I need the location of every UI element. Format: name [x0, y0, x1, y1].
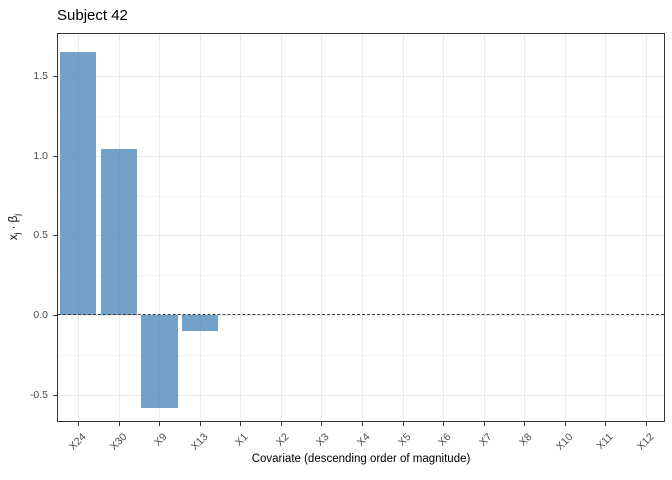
y-tick-label: -0.5 [29, 389, 48, 402]
bar-X9 [141, 315, 178, 408]
chart-area: -0.5 0.0 0.5 1.0 1.5 X24 X30 X9 X13 X1 X2 X3 X4 X5 X6 X… [30, 33, 665, 453]
y-title-text: · [7, 222, 20, 233]
x-tick-mark [199, 422, 201, 426]
gridline-major [58, 315, 664, 317]
bar-X30 [100, 149, 138, 316]
gridline-category [443, 34, 445, 421]
gridline-category [564, 34, 566, 421]
gridline-minor [58, 35, 664, 37]
gridline-category [524, 34, 526, 421]
y-title-text: β [7, 215, 20, 223]
y-tick-mark [53, 155, 57, 157]
x-tick-mark [280, 422, 282, 426]
gridline-major [58, 75, 664, 77]
gridline-category [605, 34, 607, 421]
gridline-major [58, 155, 664, 157]
gridline-category [159, 34, 161, 421]
x-tick-mark [118, 422, 120, 426]
y-title-subscript: j [13, 232, 23, 235]
y-title-subscript: j [13, 213, 23, 216]
y-tick-label: 1.0 [33, 149, 48, 162]
gridline-category [240, 34, 242, 421]
y-tick-label: 0.0 [33, 309, 48, 322]
gridline-category [483, 34, 485, 421]
y-tick-mark [53, 395, 57, 397]
gridline-category [321, 34, 323, 421]
gridline-minor [58, 195, 664, 197]
x-tick-mark [645, 422, 647, 426]
gridline-minor [58, 355, 664, 357]
x-tick-mark [402, 422, 404, 426]
gridline-minor [58, 275, 664, 277]
y-tick-mark [53, 235, 57, 237]
x-tick-mark [483, 422, 485, 426]
gridline-category [362, 34, 363, 421]
plot-title: Subject 42 [57, 7, 128, 24]
x-tick-mark [159, 422, 161, 426]
y-tick-mark [53, 315, 57, 317]
bar-X24 [60, 51, 97, 316]
x-tick-mark [321, 422, 323, 426]
x-axis-title: Covariate (descending order of magnitude… [251, 453, 471, 465]
plot-panel: -0.5 0.0 0.5 1.0 1.5 X24 X30 X9 X13 X1 X2 X3 X4 X5 X6 X… [30, 33, 665, 453]
x-tick-mark [443, 422, 445, 426]
gridline-category [402, 34, 404, 421]
x-tick-mark [240, 422, 242, 426]
y-tick-label: 0.5 [33, 229, 48, 242]
gridline-major [58, 395, 664, 397]
x-tick-mark [78, 422, 80, 426]
x-tick-mark [524, 422, 526, 426]
gridline-minor [58, 115, 664, 117]
y-axis-title: xj · βj [8, 214, 22, 240]
y-title-text: x [7, 234, 20, 241]
gridline-category [645, 34, 647, 421]
x-tick-mark [362, 422, 363, 426]
y-tick-mark [53, 75, 57, 77]
x-tick-mark [564, 422, 566, 426]
gridline-category [280, 34, 282, 421]
bar-X13 [181, 315, 219, 332]
x-tick-mark [605, 422, 607, 426]
zero-reference-line [58, 314, 664, 316]
gridline-major [58, 235, 664, 237]
gridline-category [199, 34, 201, 421]
y-tick-label: 1.5 [33, 69, 48, 82]
